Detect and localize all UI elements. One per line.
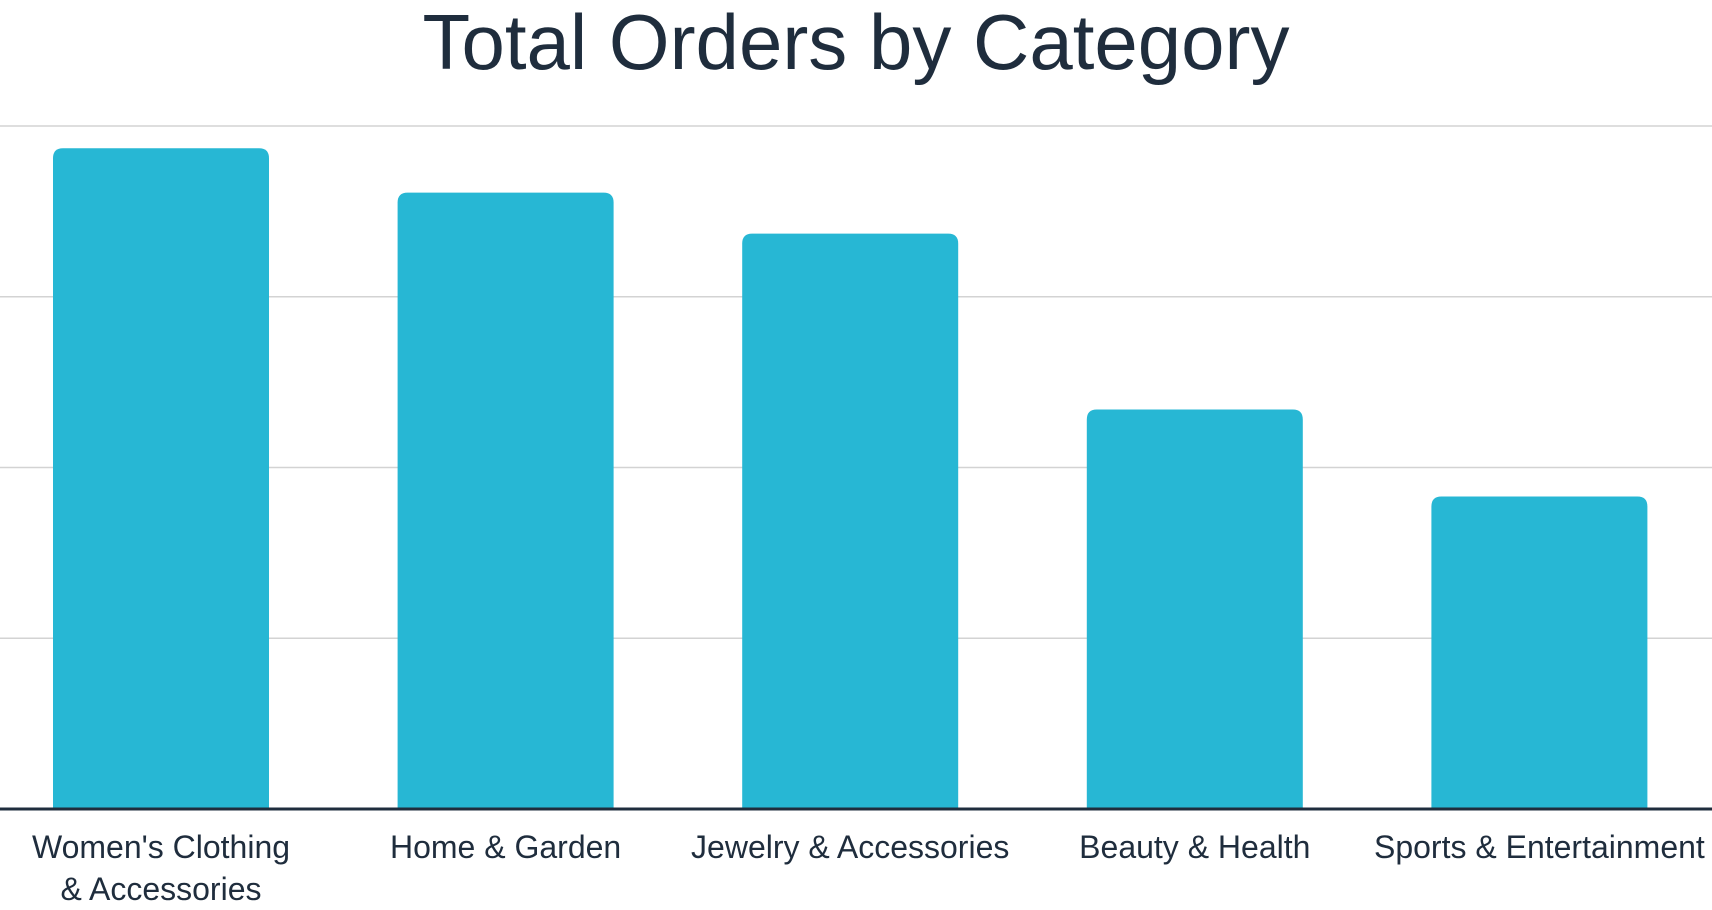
x-tick-label: Sports & Entertainment xyxy=(1374,829,1705,865)
bar xyxy=(1431,496,1648,809)
bar xyxy=(1086,409,1303,809)
chart-title: Total Orders by Category xyxy=(422,0,1290,86)
x-tick-label: Women's Clothing & Accessories xyxy=(32,829,290,907)
x-tick-labels: Women's Clothing & Accessories Home & Gard… xyxy=(32,829,1705,907)
bar xyxy=(742,233,959,809)
x-tick-label: Jewelry & Accessories xyxy=(691,829,1009,865)
bar xyxy=(53,148,269,809)
x-tick-label: Home & Garden xyxy=(390,829,621,865)
bar xyxy=(397,192,614,809)
bars xyxy=(53,148,1648,809)
x-tick-label: Beauty & Health xyxy=(1079,829,1310,865)
